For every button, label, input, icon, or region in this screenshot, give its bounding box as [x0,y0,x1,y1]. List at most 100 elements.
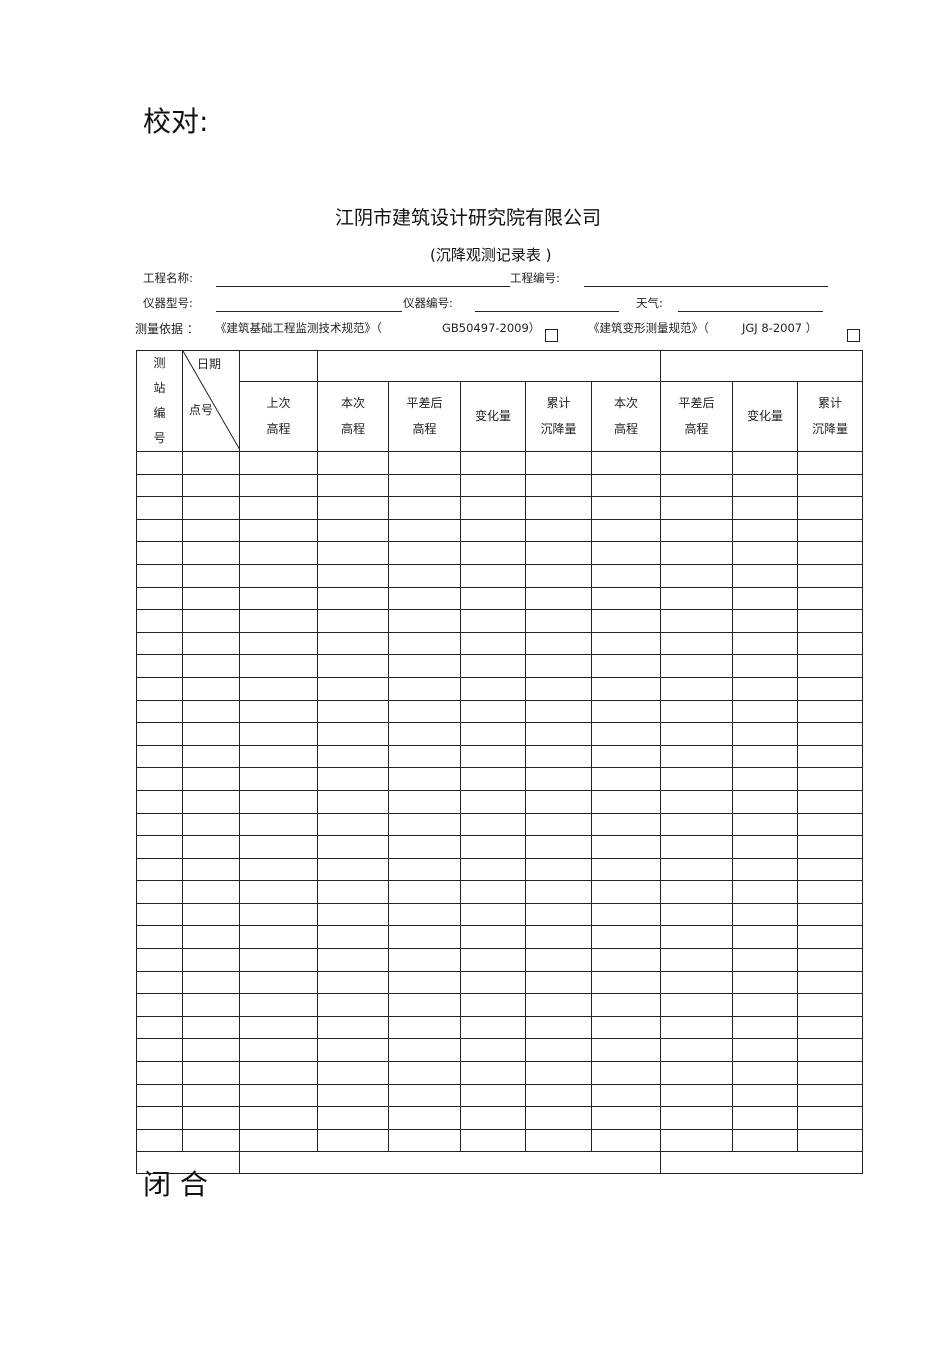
table-cell[interactable] [388,744,461,769]
table-cell[interactable] [732,518,798,543]
table-cell[interactable] [317,857,389,882]
table-cell[interactable] [239,1038,318,1063]
table-cell[interactable] [460,970,526,995]
table-cell[interactable] [660,880,733,904]
table-cell[interactable] [239,948,318,972]
table-cell[interactable] [660,451,733,475]
table-cell[interactable] [460,451,526,475]
table-cell[interactable] [182,496,240,520]
table-cell[interactable] [460,563,526,588]
table-cell[interactable] [660,1083,733,1108]
table-cell[interactable] [317,1106,389,1130]
table-cell[interactable] [388,767,461,791]
table-cell[interactable] [136,948,183,972]
table-cell[interactable] [660,993,733,1017]
table-cell[interactable] [317,1038,389,1063]
table-cell[interactable] [182,541,240,565]
table-cell[interactable] [525,835,592,859]
table-cell[interactable] [388,835,461,859]
table-cell[interactable] [797,1128,863,1153]
table-cell[interactable] [136,970,183,995]
table-cell[interactable] [525,744,592,769]
table-cell[interactable] [317,902,389,927]
table-cell[interactable] [317,699,389,724]
table-cell[interactable] [797,1061,863,1085]
table-cell[interactable] [317,993,389,1017]
table-cell[interactable] [388,1083,461,1108]
table-cell[interactable] [525,789,592,814]
table-cell[interactable] [239,1061,318,1085]
table-cell[interactable] [182,722,240,746]
table-cell[interactable] [525,722,592,746]
table-cell[interactable] [591,722,661,746]
table-cell[interactable] [136,902,183,927]
table-cell[interactable] [182,1061,240,1085]
table-cell[interactable] [182,676,240,701]
table-cell[interactable] [460,835,526,859]
table-cell[interactable] [239,518,318,543]
table-cell[interactable] [388,1061,461,1085]
table-cell[interactable] [797,699,863,724]
table-cell[interactable] [591,631,661,656]
table-cell[interactable] [136,1061,183,1085]
table-cell[interactable] [182,1128,240,1153]
date-cell-next[interactable] [660,350,863,382]
table-cell[interactable] [317,722,389,746]
table-cell[interactable] [239,563,318,588]
table-cell[interactable] [136,1083,183,1108]
table-cell[interactable] [660,586,733,611]
table-cell[interactable] [797,1038,863,1063]
table-cell[interactable] [182,1015,240,1040]
table-cell[interactable] [797,880,863,904]
table-cell[interactable] [591,812,661,837]
table-cell[interactable] [317,948,389,972]
table-cell[interactable] [460,1061,526,1085]
table-cell[interactable] [732,631,798,656]
table-cell[interactable] [388,1038,461,1063]
table-cell[interactable] [460,654,526,678]
table-cell[interactable] [660,473,733,498]
table-cell[interactable] [591,902,661,927]
table-cell[interactable] [388,473,461,498]
table-cell[interactable] [525,1015,592,1040]
table-cell[interactable] [239,722,318,746]
table-cell[interactable] [525,1128,592,1153]
table-cell[interactable] [239,654,318,678]
table-cell[interactable] [525,518,592,543]
table-cell[interactable] [525,948,592,972]
table-cell[interactable] [239,586,318,611]
table-cell[interactable] [460,880,526,904]
closure-value-1[interactable] [239,1151,661,1175]
table-cell[interactable] [317,676,389,701]
table-cell[interactable] [239,767,318,791]
table-cell[interactable] [732,880,798,904]
table-cell[interactable] [797,857,863,882]
table-cell[interactable] [182,654,240,678]
table-cell[interactable] [591,699,661,724]
table-cell[interactable] [591,609,661,633]
table-cell[interactable] [239,993,318,1017]
table-cell[interactable] [182,699,240,724]
table-cell[interactable] [136,676,183,701]
table-cell[interactable] [460,609,526,633]
table-cell[interactable] [660,676,733,701]
table-cell[interactable] [317,835,389,859]
table-cell[interactable] [460,1128,526,1153]
table-cell[interactable] [660,744,733,769]
table-cell[interactable] [388,857,461,882]
table-cell[interactable] [660,812,733,837]
table-cell[interactable] [525,1106,592,1130]
table-cell[interactable] [136,722,183,746]
table-cell[interactable] [525,609,592,633]
table-cell[interactable] [660,767,733,791]
table-cell[interactable] [317,744,389,769]
table-cell[interactable] [460,541,526,565]
table-cell[interactable] [388,541,461,565]
table-cell[interactable] [660,518,733,543]
table-cell[interactable] [591,1106,661,1130]
table-cell[interactable] [797,654,863,678]
table-cell[interactable] [460,1106,526,1130]
table-cell[interactable] [591,1038,661,1063]
table-cell[interactable] [136,609,183,633]
table-cell[interactable] [797,767,863,791]
